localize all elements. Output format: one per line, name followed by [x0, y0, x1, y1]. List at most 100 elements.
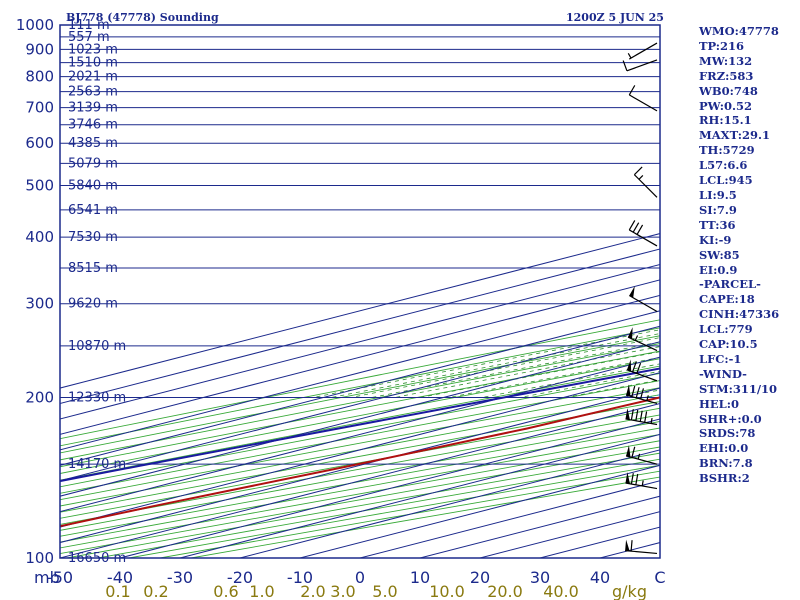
dry-adiabat-line [60, 335, 660, 454]
height-label: 5079 m [68, 156, 118, 171]
barb-flag [628, 220, 636, 231]
height-label: 1023 m [68, 42, 118, 57]
height-label: 557 m [68, 30, 110, 45]
barb-staff [628, 94, 658, 112]
sounding-index-item: WB0:748 [699, 83, 758, 98]
height-label: 7530 m [68, 230, 118, 245]
barb-pennant [629, 286, 635, 298]
dry-adiabat-line [60, 343, 660, 461]
mixing-ratio-label: 5.0 [372, 582, 397, 600]
barb-flag [628, 85, 636, 96]
barb-flag [632, 361, 637, 373]
barb-flag [639, 410, 643, 422]
mixing-ratio-label: 40.0 [543, 582, 579, 600]
height-label: 1510 m [68, 56, 118, 71]
temperature-tick-label: -40 [107, 568, 133, 587]
pressure-tick-label: 500 [25, 176, 54, 194]
sounding-index-item: CAPE:18 [699, 292, 755, 307]
isotherm-line [60, 325, 660, 482]
isotherm-line [299, 464, 660, 558]
parcel-profile-line [60, 367, 660, 483]
barb-staff [625, 482, 658, 490]
sounding-index-item: BSHR:2 [699, 471, 750, 486]
sounding-index-item: WMO:47778 [699, 24, 779, 38]
station-title: BJ778 (47778) Sounding [66, 11, 219, 24]
sounding-index-item: MW:132 [699, 53, 753, 68]
barb-half-flag [638, 174, 644, 180]
isotherm-line [60, 402, 660, 558]
temperature-tick-label: C [654, 568, 665, 587]
temperature-tick-label: -10 [287, 568, 313, 587]
height-label: 3746 m [68, 118, 118, 133]
sounding-index-item: KI:-9 [699, 232, 732, 247]
height-label: 2563 m [68, 85, 118, 100]
temperature-tick-label: 30 [530, 568, 550, 587]
barb-staff [625, 394, 658, 404]
mixing-ratio-label: 10.0 [429, 582, 465, 600]
mixing-ratio-label: 20.0 [487, 582, 523, 600]
barb-staff [628, 295, 658, 313]
barb-pennant [625, 539, 630, 552]
valid-time: 1200Z 5 JUN 25 [566, 11, 664, 24]
wind-barb [622, 59, 658, 72]
barb-half-flag [650, 417, 653, 424]
temperature-tick-label: 20 [470, 568, 490, 587]
temperature-tick-label: 40 [590, 568, 610, 587]
barb-flag [636, 224, 644, 235]
temperature-profile-line [60, 396, 660, 528]
sounding-index-item: TP:216 [699, 38, 745, 53]
barb-flag [635, 387, 640, 399]
sounding-index-item: STM:311/10 [699, 381, 778, 396]
pressure-tick-label: 1000 [16, 16, 54, 34]
temperature-tick-label: -30 [167, 568, 193, 587]
barb-flag [630, 473, 634, 485]
sounding-index-item: -PARCEL- [699, 277, 761, 292]
sounding-index-item: BRN:7.8 [699, 456, 753, 471]
isotherm-line [60, 248, 660, 405]
mixing-ratio-unit: g/kg [612, 582, 647, 600]
barb-pennant [626, 384, 631, 397]
height-label: 12330 m [68, 391, 126, 406]
pressure-tick-label: 300 [25, 295, 54, 313]
isotherm-line [60, 263, 660, 420]
sounding-index-item: LFC:-1 [699, 351, 742, 366]
pressure-tick-label: 800 [25, 68, 54, 86]
sounding-index-item: FRZ:583 [699, 68, 754, 83]
mixing-ratio-label: 0.2 [143, 582, 168, 600]
sounding-index-item: LCL:945 [699, 173, 753, 188]
dry-adiabat-line [60, 327, 660, 447]
temperature-tick-label: -50 [47, 568, 73, 587]
barb-pennant [626, 445, 631, 458]
wind-barb [627, 42, 658, 60]
barb-staff [625, 418, 658, 426]
sounding-index-item: CAP:10.5 [699, 337, 758, 352]
barb-staff [633, 174, 658, 198]
barb-staff [625, 550, 658, 555]
barb-pennant [626, 359, 632, 372]
barb-flag [636, 362, 642, 374]
barb-pennant [625, 472, 630, 484]
mixing-ratio-label: 0.1 [105, 582, 130, 600]
sounding-index-item: SHR+:0.0 [699, 411, 762, 426]
temperature-tick-label: 10 [410, 568, 430, 587]
isotherm-line [60, 372, 660, 528]
sounding-index-item: EHI:0.0 [699, 441, 749, 456]
wind-barb [625, 445, 658, 465]
isotherm-line [239, 449, 660, 558]
isotherm-line [119, 418, 660, 558]
barb-half-flag [646, 395, 649, 401]
sounding-index-item: TH:5729 [699, 143, 755, 158]
sounding-index-item: LI:9.5 [699, 187, 737, 202]
wind-barb [628, 286, 658, 313]
pressure-tick-label: 400 [25, 228, 54, 246]
isotherm-line [60, 279, 660, 435]
barb-flag [644, 411, 648, 423]
wind-barb [633, 166, 658, 198]
sounding-index-item: SI:7.9 [699, 202, 737, 217]
sounding-index-item: LCL:779 [699, 322, 753, 337]
barb-flag [622, 60, 628, 72]
sounding-index-item: SW:85 [699, 247, 740, 262]
pressure-tick-label: 700 [25, 99, 54, 117]
barb-flag [639, 388, 645, 400]
barb-staff [628, 42, 658, 60]
